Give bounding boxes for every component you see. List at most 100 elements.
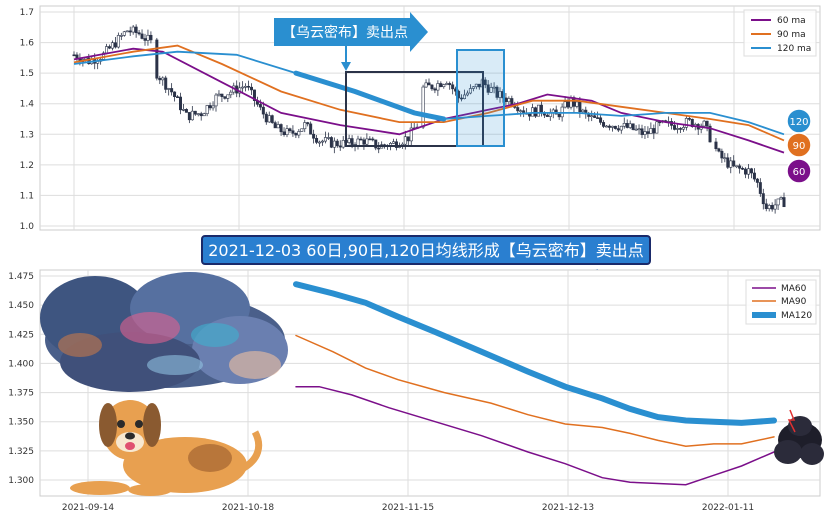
candle [288, 127, 292, 133]
candle [108, 44, 112, 50]
top-y-tick-label: 1.6 [20, 39, 35, 49]
candle [599, 115, 603, 125]
candle [140, 29, 144, 40]
candle [223, 96, 227, 100]
top-y-tick-label: 1.7 [20, 8, 34, 18]
candle [270, 114, 274, 124]
candle [187, 112, 191, 124]
candle [309, 121, 313, 135]
bottom-y-tick-label: 1.400 [8, 359, 34, 369]
badge-90-label: 90 [793, 141, 806, 152]
candle [575, 101, 579, 109]
candle [119, 32, 123, 41]
candle [291, 125, 295, 137]
candle [465, 90, 469, 97]
candle [241, 81, 245, 94]
candle [436, 80, 440, 96]
callout-arrow-shape [274, 12, 428, 52]
top-y-axis: 1.0 1.1 1.2 1.3 1.4 1.5 1.6 1.7 [20, 8, 35, 232]
candle [122, 30, 126, 37]
candle [755, 177, 759, 188]
dog-icon [70, 400, 263, 496]
legend-label-MA120: MA120 [781, 311, 812, 321]
legend-label-MA90: MA90 [781, 297, 807, 307]
candle [134, 24, 138, 38]
candle [708, 123, 712, 143]
candle [205, 104, 209, 117]
candle [184, 108, 188, 113]
candle [167, 87, 171, 96]
candle [113, 37, 117, 49]
candle [460, 94, 464, 102]
bottom-y-tick-label: 1.450 [8, 301, 34, 311]
candle [173, 91, 177, 102]
candle [193, 110, 197, 116]
top-chart: 1.0 1.1 1.2 1.3 1.4 1.5 1.6 1.7 【乌云密布】卖出点 60 ma… [20, 5, 821, 232]
candle [181, 104, 185, 112]
candle [72, 51, 76, 57]
candle [767, 203, 771, 212]
bottom-x-tick-label: 2022-01-11 [702, 503, 754, 513]
candle [362, 137, 366, 150]
candle [625, 119, 629, 129]
badge-60-label: 60 [793, 167, 806, 178]
top-y-tick-label: 1.0 [20, 222, 35, 232]
candle [282, 127, 286, 137]
candle [681, 125, 685, 132]
candle [199, 111, 203, 121]
headline-bg [201, 235, 651, 265]
candle [176, 95, 180, 99]
candle [312, 129, 316, 144]
candle [646, 126, 650, 138]
callout-pointer-head [341, 62, 351, 71]
bottom-ma-lines [293, 281, 777, 486]
candle [161, 76, 165, 86]
candle [652, 124, 656, 140]
candle [409, 122, 413, 146]
candle [678, 127, 682, 134]
bottom-x-tick-label: 2021-10-18 [222, 503, 275, 513]
candle [628, 120, 632, 130]
candle [643, 126, 647, 140]
candle [507, 96, 511, 106]
candle [714, 138, 718, 152]
candle [474, 83, 478, 90]
bottom-y-tick-label: 1.350 [8, 418, 34, 428]
candle [294, 132, 298, 139]
candle [675, 123, 679, 134]
candle [164, 75, 168, 94]
candle [244, 83, 248, 92]
badge-60 [786, 158, 812, 184]
candle [723, 152, 727, 163]
candle [341, 136, 345, 149]
candle [433, 87, 437, 94]
candle [758, 178, 762, 197]
cloud-pattern-box [345, 71, 484, 147]
candle [749, 167, 753, 179]
top-ma-lines [73, 44, 785, 154]
candle [374, 139, 378, 151]
legend-label-MA60: MA60 [781, 284, 807, 294]
bottom-line-MA90 [295, 334, 775, 447]
candle [752, 168, 756, 182]
candle [746, 164, 750, 179]
candle [613, 125, 617, 130]
callout-banner: 【乌云密布】卖出点 [274, 12, 428, 71]
candle [335, 138, 339, 148]
candle [619, 125, 623, 134]
candle [770, 202, 774, 212]
candle [637, 124, 641, 135]
candle [590, 110, 594, 122]
candle [137, 29, 141, 36]
candle [649, 122, 653, 134]
candle [424, 79, 428, 88]
candle [252, 89, 256, 107]
candle [610, 125, 614, 132]
candle [267, 111, 271, 123]
badge-120-label: 120 [789, 117, 808, 128]
candle [717, 147, 721, 153]
candle [326, 132, 330, 141]
candle [391, 138, 395, 144]
candle [131, 25, 135, 35]
candle [761, 188, 765, 210]
